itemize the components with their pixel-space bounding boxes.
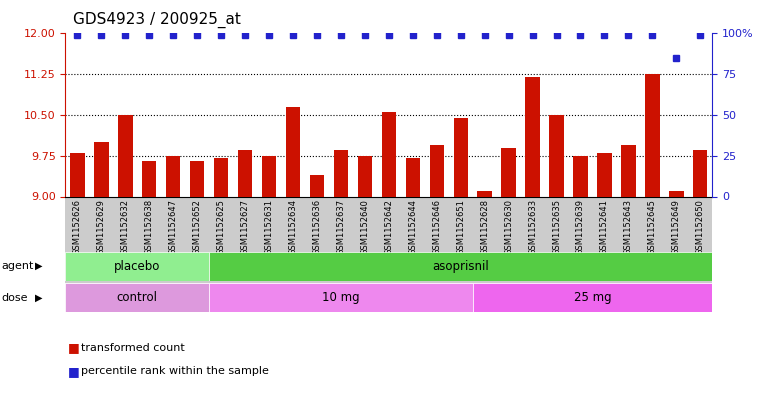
Bar <box>358 156 372 196</box>
Bar <box>94 142 109 196</box>
Bar <box>142 161 156 196</box>
Text: 10 mg: 10 mg <box>322 291 360 304</box>
Bar <box>238 150 253 196</box>
Bar <box>669 191 684 196</box>
Bar <box>549 115 564 196</box>
Bar <box>406 158 420 196</box>
Bar <box>118 115 132 196</box>
Text: ▶: ▶ <box>35 261 42 271</box>
Bar <box>430 145 444 196</box>
Bar <box>693 150 708 196</box>
Bar <box>574 156 588 196</box>
Bar <box>65 283 209 312</box>
Bar <box>525 77 540 196</box>
Bar <box>209 252 712 281</box>
Text: control: control <box>117 291 158 304</box>
Text: ■: ■ <box>68 365 79 378</box>
Text: transformed count: transformed count <box>81 343 185 353</box>
Bar <box>621 145 635 196</box>
Text: asoprisnil: asoprisnil <box>432 260 489 273</box>
Bar <box>645 74 660 196</box>
Bar <box>382 112 396 196</box>
Bar <box>190 161 204 196</box>
Bar <box>214 158 229 196</box>
Bar <box>209 283 473 312</box>
Bar <box>473 283 712 312</box>
Bar <box>333 150 348 196</box>
Text: ▶: ▶ <box>35 293 42 303</box>
Text: percentile rank within the sample: percentile rank within the sample <box>81 366 269 376</box>
Bar <box>454 118 468 196</box>
Bar <box>65 252 209 281</box>
Text: dose: dose <box>2 293 28 303</box>
Bar <box>286 107 300 196</box>
Text: placebo: placebo <box>114 260 160 273</box>
Text: 25 mg: 25 mg <box>574 291 611 304</box>
Text: agent: agent <box>2 261 34 271</box>
Bar <box>501 147 516 196</box>
Bar <box>598 153 611 196</box>
Bar <box>70 153 85 196</box>
Bar <box>477 191 492 196</box>
Bar <box>310 175 324 196</box>
Bar <box>262 156 276 196</box>
Bar <box>166 156 180 196</box>
Text: ■: ■ <box>68 341 79 354</box>
Text: GDS4923 / 200925_at: GDS4923 / 200925_at <box>73 12 241 28</box>
